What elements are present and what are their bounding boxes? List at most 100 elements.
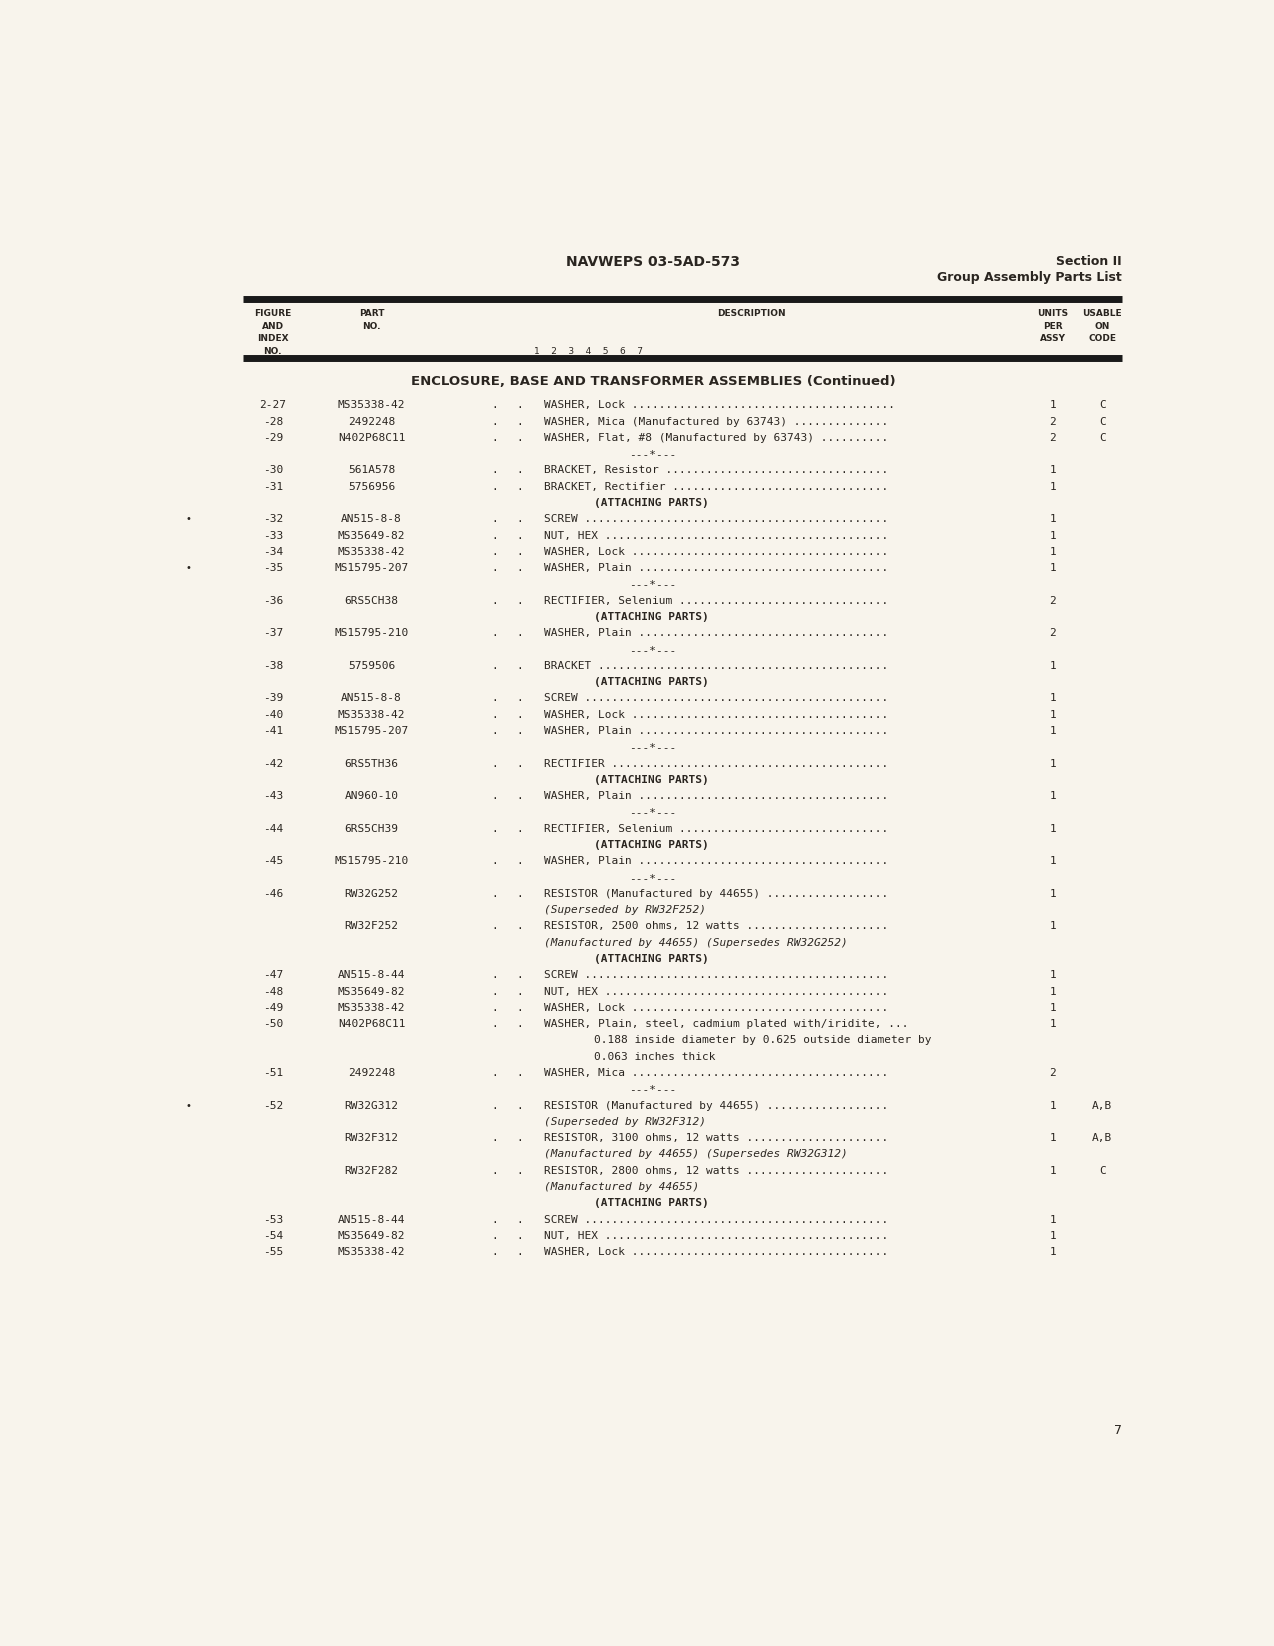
Text: .: . bbox=[516, 971, 524, 981]
Text: .: . bbox=[492, 563, 498, 573]
Text: .: . bbox=[492, 693, 498, 703]
Text: -39: -39 bbox=[262, 693, 283, 703]
Text: (ATTACHING PARTS): (ATTACHING PARTS) bbox=[594, 677, 708, 686]
Text: .: . bbox=[516, 1132, 524, 1144]
Text: -34: -34 bbox=[262, 546, 283, 556]
Text: WASHER, Mica (Manufactured by 63743) ..............: WASHER, Mica (Manufactured by 63743) ...… bbox=[544, 416, 888, 426]
Text: 1: 1 bbox=[1050, 759, 1056, 769]
Text: -53: -53 bbox=[262, 1215, 283, 1225]
Text: AN960-10: AN960-10 bbox=[344, 792, 399, 802]
Text: RESISTOR (Manufactured by 44655) ..................: RESISTOR (Manufactured by 44655) .......… bbox=[544, 1101, 888, 1111]
Text: Section II: Section II bbox=[1056, 255, 1122, 268]
Text: 1: 1 bbox=[1050, 662, 1056, 672]
Text: 1: 1 bbox=[1050, 1231, 1056, 1241]
Text: .: . bbox=[516, 1165, 524, 1175]
Text: .: . bbox=[516, 514, 524, 525]
Text: ---*---: ---*--- bbox=[629, 872, 676, 882]
Text: N402P68C11: N402P68C11 bbox=[338, 433, 405, 443]
Text: .: . bbox=[492, 400, 498, 410]
Text: 2: 2 bbox=[1050, 1068, 1056, 1078]
Text: 1: 1 bbox=[1050, 1101, 1056, 1111]
Text: C: C bbox=[1098, 433, 1106, 443]
Text: MS35338-42: MS35338-42 bbox=[338, 1002, 405, 1012]
Text: (Superseded by RW32F252): (Superseded by RW32F252) bbox=[544, 905, 706, 915]
Text: .: . bbox=[492, 709, 498, 719]
Text: 1: 1 bbox=[1050, 1132, 1056, 1144]
Text: 1: 1 bbox=[1050, 693, 1056, 703]
Text: -35: -35 bbox=[262, 563, 283, 573]
Text: (Superseded by RW32F312): (Superseded by RW32F312) bbox=[544, 1118, 706, 1128]
Text: RW32F312: RW32F312 bbox=[344, 1132, 399, 1144]
Text: (ATTACHING PARTS): (ATTACHING PARTS) bbox=[594, 1198, 708, 1208]
Text: RECTIFIER, Selenium ...............................: RECTIFIER, Selenium ....................… bbox=[544, 596, 888, 606]
Text: .: . bbox=[516, 693, 524, 703]
Text: ---*---: ---*--- bbox=[629, 645, 676, 655]
Text: AN515-8-8: AN515-8-8 bbox=[341, 514, 401, 525]
Text: •: • bbox=[186, 1101, 192, 1111]
Text: .: . bbox=[516, 629, 524, 639]
Text: NO.: NO. bbox=[362, 321, 381, 331]
Text: ---*---: ---*--- bbox=[629, 1085, 676, 1095]
Text: (Manufactured by 44655): (Manufactured by 44655) bbox=[544, 1182, 699, 1192]
Text: -50: -50 bbox=[262, 1019, 283, 1029]
Text: 0.063 inches thick: 0.063 inches thick bbox=[594, 1052, 715, 1062]
Text: 2492248: 2492248 bbox=[348, 416, 395, 426]
Text: .: . bbox=[516, 546, 524, 556]
Text: MS15795-207: MS15795-207 bbox=[334, 563, 409, 573]
Text: .: . bbox=[492, 514, 498, 525]
Text: (ATTACHING PARTS): (ATTACHING PARTS) bbox=[594, 839, 708, 849]
Text: .: . bbox=[516, 1002, 524, 1012]
Text: Group Assembly Parts List: Group Assembly Parts List bbox=[938, 272, 1122, 285]
Text: -33: -33 bbox=[262, 530, 283, 540]
Text: .: . bbox=[492, 971, 498, 981]
Text: .: . bbox=[516, 922, 524, 932]
Text: WASHER, Mica ......................................: WASHER, Mica ...........................… bbox=[544, 1068, 888, 1078]
Text: .: . bbox=[516, 596, 524, 606]
Text: C: C bbox=[1098, 400, 1106, 410]
Text: MS35338-42: MS35338-42 bbox=[338, 546, 405, 556]
Text: AND: AND bbox=[261, 321, 284, 331]
Text: RW32F282: RW32F282 bbox=[344, 1165, 399, 1175]
Text: MS35649-82: MS35649-82 bbox=[338, 530, 405, 540]
Text: •: • bbox=[186, 514, 192, 525]
Text: .: . bbox=[516, 1215, 524, 1225]
Text: •: • bbox=[186, 563, 192, 573]
Text: AN515-8-8: AN515-8-8 bbox=[341, 693, 401, 703]
Text: 1: 1 bbox=[1050, 514, 1056, 525]
Text: .: . bbox=[516, 662, 524, 672]
Text: ---*---: ---*--- bbox=[629, 449, 676, 459]
Text: .: . bbox=[492, 726, 498, 736]
Text: .: . bbox=[492, 1231, 498, 1241]
Text: .: . bbox=[516, 416, 524, 426]
Text: ---*---: ---*--- bbox=[629, 808, 676, 818]
Text: 6RS5TH36: 6RS5TH36 bbox=[344, 759, 399, 769]
Text: -40: -40 bbox=[262, 709, 283, 719]
Text: .: . bbox=[492, 1215, 498, 1225]
Text: .: . bbox=[492, 482, 498, 492]
Text: .: . bbox=[492, 1248, 498, 1258]
Text: MS35338-42: MS35338-42 bbox=[338, 1248, 405, 1258]
Text: .: . bbox=[516, 856, 524, 866]
Text: .: . bbox=[492, 629, 498, 639]
Text: 1: 1 bbox=[1050, 1248, 1056, 1258]
Text: MS15795-207: MS15795-207 bbox=[334, 726, 409, 736]
Text: .: . bbox=[516, 400, 524, 410]
Text: .: . bbox=[516, 1068, 524, 1078]
Text: .: . bbox=[492, 416, 498, 426]
Text: ---*---: ---*--- bbox=[629, 579, 676, 589]
Text: WASHER, Lock .......................................: WASHER, Lock ...........................… bbox=[544, 400, 896, 410]
Text: .: . bbox=[492, 1165, 498, 1175]
Text: N402P68C11: N402P68C11 bbox=[338, 1019, 405, 1029]
Text: -37: -37 bbox=[262, 629, 283, 639]
Text: RESISTOR, 2500 ohms, 12 watts .....................: RESISTOR, 2500 ohms, 12 watts ..........… bbox=[544, 922, 888, 932]
Text: .: . bbox=[492, 1002, 498, 1012]
Text: -36: -36 bbox=[262, 596, 283, 606]
Text: .: . bbox=[492, 759, 498, 769]
Text: WASHER, Plain .....................................: WASHER, Plain ..........................… bbox=[544, 563, 888, 573]
Text: .: . bbox=[492, 466, 498, 476]
Text: -51: -51 bbox=[262, 1068, 283, 1078]
Text: 7: 7 bbox=[1113, 1424, 1122, 1437]
Text: RW32G252: RW32G252 bbox=[344, 889, 399, 899]
Text: .: . bbox=[492, 1068, 498, 1078]
Text: 2: 2 bbox=[1050, 433, 1056, 443]
